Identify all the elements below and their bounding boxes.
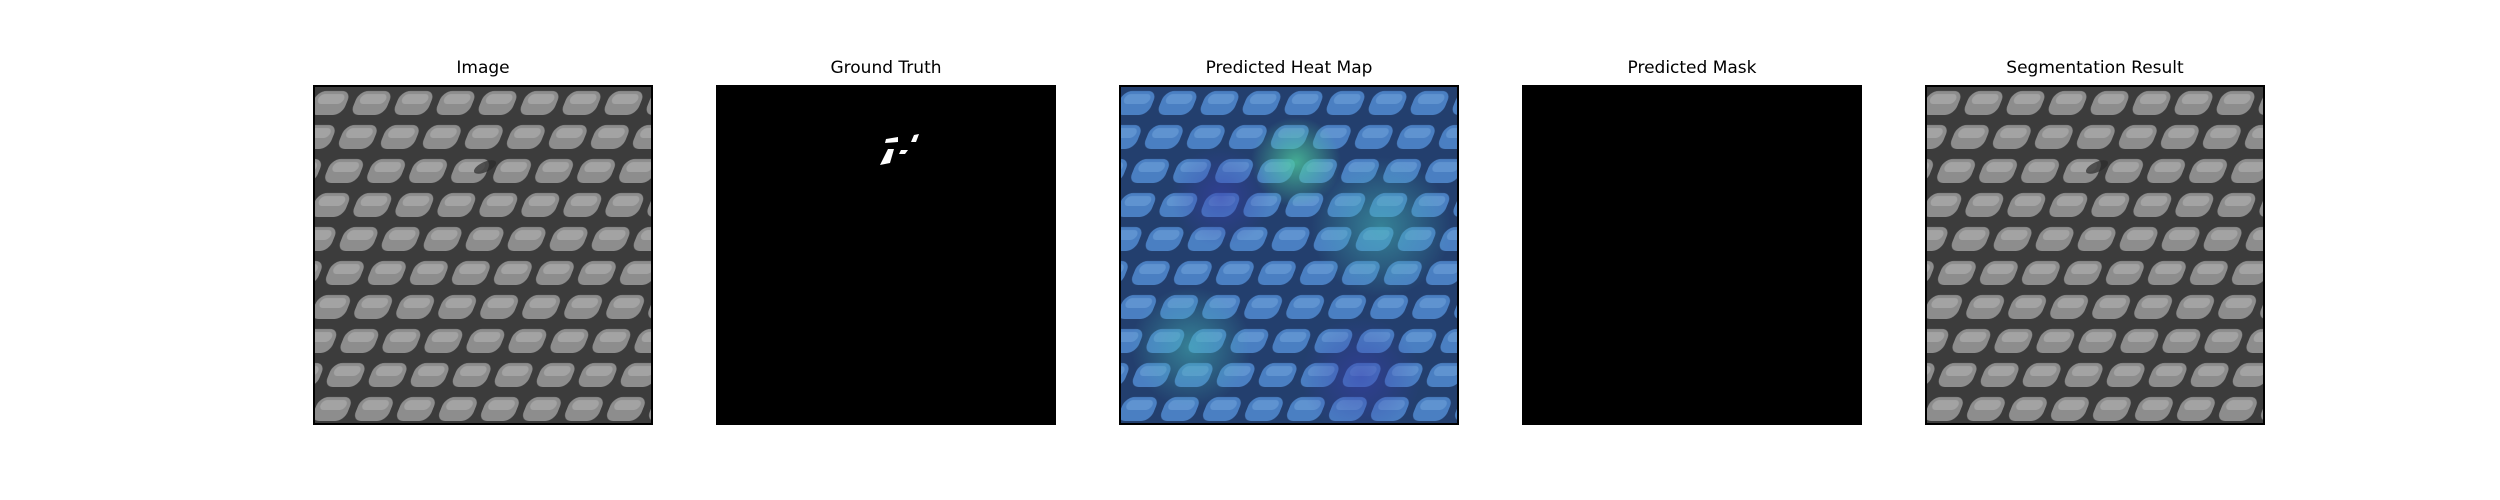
heat-map-overlay	[1121, 87, 1457, 423]
panel-title: Image	[456, 58, 510, 78]
ground-truth-frame	[716, 85, 1056, 425]
heat-map-frame	[1119, 85, 1459, 425]
panel-title: Predicted Heat Map	[1205, 58, 1373, 78]
panel-title: Segmentation Result	[2006, 58, 2184, 78]
segmentation-result-frame	[1925, 85, 2265, 425]
panel-title: Ground Truth	[830, 58, 942, 78]
panel-title: Predicted Mask	[1627, 58, 1757, 78]
mesh-image	[315, 87, 651, 423]
image-frame	[313, 85, 653, 425]
predicted-mask	[1524, 87, 1860, 423]
ground-truth-mask	[718, 87, 1054, 423]
predicted-mask-frame	[1522, 85, 1862, 425]
segmentation-result-image	[1927, 87, 2263, 423]
